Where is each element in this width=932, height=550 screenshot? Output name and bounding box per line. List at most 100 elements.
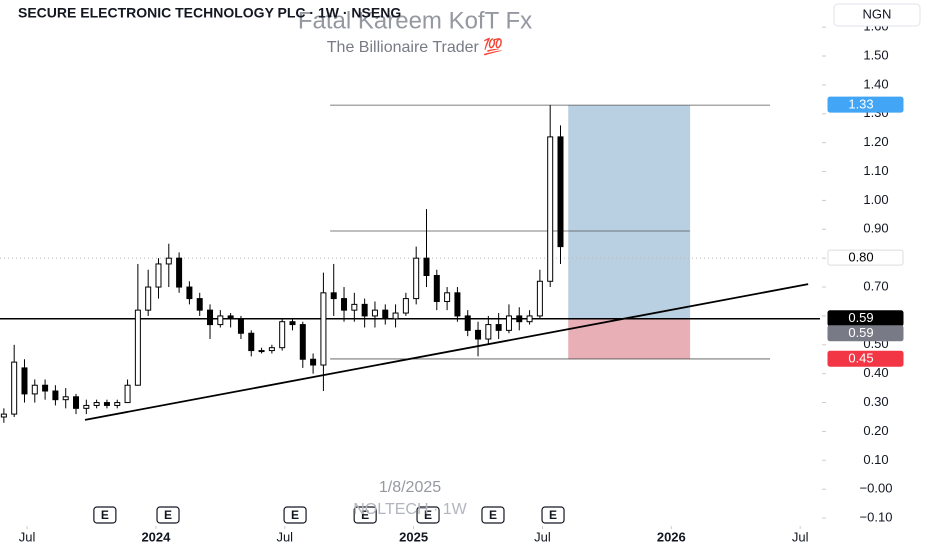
- candle-body: [73, 396, 80, 409]
- candle-body: [526, 315, 533, 323]
- candle-body: [320, 292, 327, 366]
- earnings-label: E: [361, 508, 369, 522]
- candle-body: [237, 318, 244, 334]
- y-tick-label: −0.00: [860, 481, 893, 496]
- candle-body: [31, 384, 38, 395]
- x-tick-label: Jul: [19, 529, 36, 544]
- candle-body: [103, 402, 110, 406]
- candle-body: [248, 332, 255, 352]
- candle-body: [21, 367, 28, 395]
- candle-body: [268, 347, 275, 352]
- candle-body: [361, 303, 368, 317]
- earnings-label: E: [424, 508, 432, 522]
- y-tick-label: 1.40: [863, 76, 888, 91]
- candle-body: [423, 257, 430, 276]
- candle-body: [279, 321, 286, 349]
- date-watermark: 1/8/2025: [379, 479, 441, 496]
- candle-body: [516, 315, 523, 323]
- symbol-watermark: NOLTECH · 1W: [353, 501, 467, 518]
- candle-body: [196, 298, 203, 311]
- x-tick-label: 2024: [141, 529, 171, 544]
- candle-body: [464, 315, 471, 331]
- earnings-marker: [481, 506, 505, 524]
- earnings-label: E: [549, 508, 557, 522]
- candle-body: [145, 286, 152, 311]
- y-tick-label: 0.40: [863, 365, 888, 380]
- y-tick-label: 0.70: [863, 278, 888, 293]
- x-tick-label: 2026: [657, 529, 686, 544]
- currency-box: [833, 3, 921, 27]
- candle-body: [341, 298, 348, 311]
- earnings-marker: [541, 506, 565, 524]
- earnings-marker: [156, 506, 180, 524]
- chart-title: SECURE ELECTRONIC TECHNOLOGY PLC · 1W · …: [18, 5, 401, 21]
- y-tick-label: 1.00: [863, 192, 888, 207]
- y-tick-label: 1.50: [863, 47, 888, 62]
- candle-body: [42, 384, 49, 392]
- currency-label: NGN: [863, 6, 892, 21]
- earnings-marker: [353, 506, 377, 524]
- trendline: [84, 283, 809, 421]
- x-tick-label: Jul: [534, 529, 551, 544]
- candle-body: [547, 136, 554, 282]
- candle-body: [351, 303, 358, 311]
- watermark: Fatal Kareem KofT Fx: [298, 7, 532, 34]
- candle-body: [134, 309, 141, 386]
- price-label: 0.45: [848, 351, 873, 366]
- candle-body: [454, 292, 461, 317]
- candle-body: [93, 402, 100, 406]
- candle-body: [258, 350, 265, 353]
- candle-body: [217, 315, 224, 326]
- target-zone: [568, 105, 691, 319]
- candle-body: [124, 384, 131, 404]
- earnings-label: E: [291, 508, 299, 522]
- candle-body: [330, 292, 337, 300]
- candle-body: [227, 315, 234, 320]
- candle-body: [114, 402, 121, 406]
- candle-body: [495, 324, 502, 331]
- candle-body: [186, 286, 193, 300]
- price-label: 0.59: [848, 310, 873, 325]
- earnings-label: E: [164, 508, 172, 522]
- y-tick-label: −0.10: [860, 510, 893, 525]
- price-label-box: [827, 96, 904, 113]
- candle-body: [0, 413, 7, 418]
- candle-body: [310, 358, 317, 366]
- price-label-box: [827, 249, 904, 266]
- y-tick-label: 0.20: [863, 423, 888, 438]
- candle-body: [165, 257, 172, 265]
- price-label: 1.33: [848, 97, 873, 112]
- candle-body: [402, 298, 409, 314]
- candle-body: [371, 309, 378, 317]
- candle-body: [289, 321, 296, 326]
- candle-body: [382, 309, 389, 320]
- price-label: 0.80: [848, 250, 873, 265]
- earnings-marker: [416, 506, 440, 524]
- x-tick-label: 2025: [399, 529, 428, 544]
- candle-body: [207, 309, 214, 326]
- y-tick-label: 0.90: [863, 221, 888, 236]
- candle-body: [299, 324, 306, 360]
- y-tick-label: 1.20: [863, 134, 888, 149]
- price-label-box: [827, 325, 904, 342]
- candle-body: [52, 390, 59, 401]
- earnings-label: E: [489, 508, 497, 522]
- candle-body: [392, 312, 399, 320]
- candle-body: [413, 257, 420, 300]
- earnings-marker: [283, 506, 307, 524]
- candle-body: [536, 280, 543, 317]
- y-tick-label: 1.10: [863, 163, 888, 178]
- candle-body: [83, 404, 90, 409]
- candle-body: [505, 315, 512, 331]
- price-label: 0.59: [848, 325, 873, 340]
- candle-body: [475, 329, 482, 340]
- candle-body: [11, 361, 18, 415]
- candle-body: [176, 257, 183, 288]
- candle-body: [62, 396, 69, 401]
- candle-body: [433, 274, 440, 302]
- x-tick-label: Jul: [276, 529, 293, 544]
- earnings-label: E: [101, 508, 109, 522]
